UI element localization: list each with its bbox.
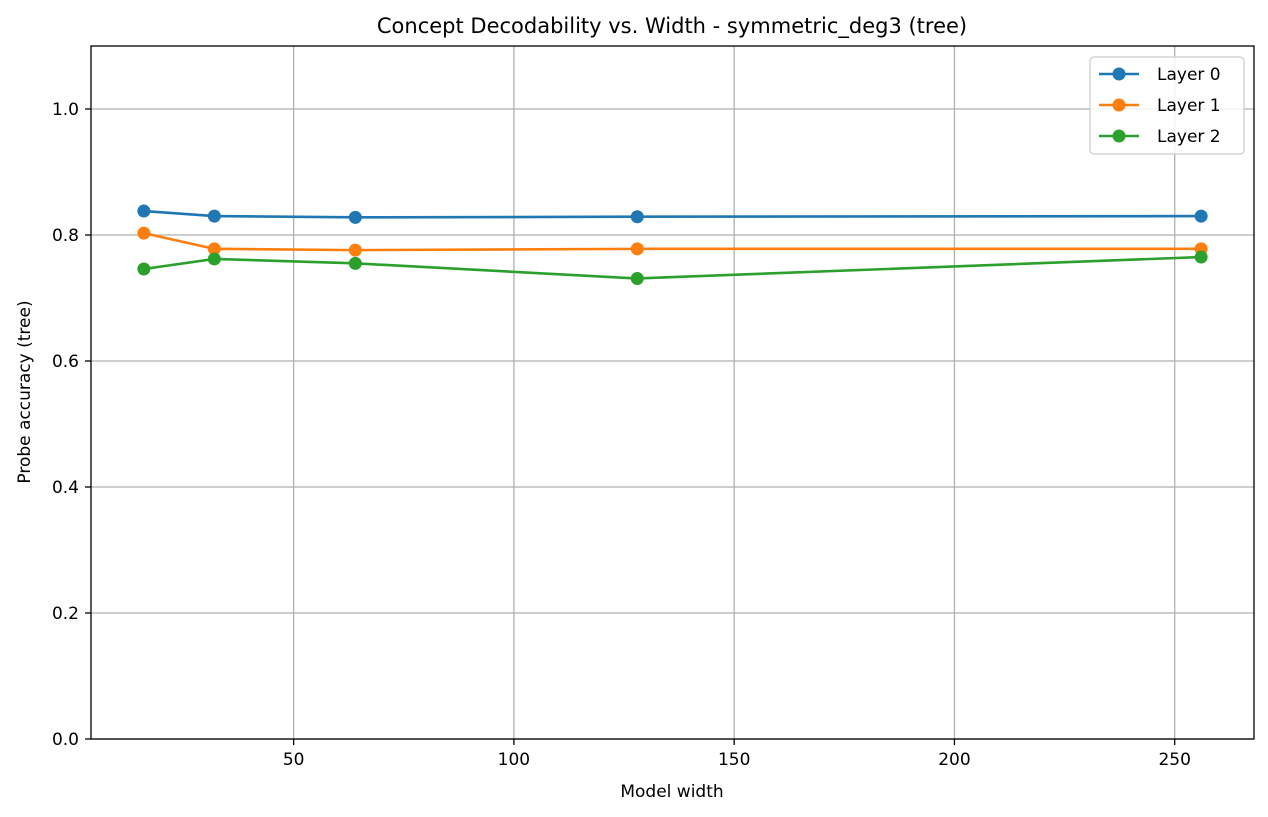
- x-tick-label: 100: [498, 750, 530, 770]
- x-axis-ticks: 50 100 150 200 250: [283, 739, 1191, 770]
- legend-label: Layer 1: [1157, 96, 1221, 116]
- data-point: [137, 204, 151, 218]
- y-tick-label: 0.4: [52, 478, 79, 498]
- data-point: [348, 210, 362, 224]
- legend-marker: [1112, 98, 1126, 112]
- series-layer: [137, 204, 1208, 285]
- data-point: [207, 242, 221, 256]
- x-tick-label: 200: [938, 750, 970, 770]
- series-layer-0: [137, 204, 1208, 224]
- data-point: [137, 226, 151, 240]
- legend-marker: [1112, 129, 1126, 143]
- legend-item: Layer 0: [1099, 65, 1221, 85]
- plot-frame: [90, 45, 1255, 740]
- y-axis-label: Probe accuracy (tree): [15, 300, 35, 483]
- x-tick-label: 50: [283, 750, 305, 770]
- series-layer-1: [137, 226, 1208, 257]
- x-axis-label: Model width: [620, 782, 723, 802]
- y-tick-label: 1.0: [52, 100, 79, 120]
- series-line: [143, 255, 1202, 280]
- data-point: [1194, 209, 1208, 223]
- y-tick-label: 0.0: [52, 730, 79, 750]
- legend-marker: [1112, 67, 1126, 81]
- grid-lines: [91, 46, 1254, 740]
- data-point: [348, 243, 362, 257]
- series-line: [143, 231, 1202, 252]
- legend-item: Layer 1: [1099, 96, 1221, 116]
- data-point: [630, 271, 644, 285]
- y-tick-label: 0.8: [52, 226, 79, 246]
- legend-box: [1089, 56, 1245, 155]
- chart-title: Concept Decodability vs. Width - symmetr…: [377, 14, 967, 39]
- y-axis-ticks: 0.0 0.2 0.4 0.6 0.8 1.0: [52, 100, 91, 750]
- series-line: [143, 209, 1202, 219]
- data-point: [348, 256, 362, 270]
- legend-label: Layer 0: [1157, 65, 1221, 85]
- data-point: [207, 252, 221, 266]
- x-tick-label: 150: [718, 750, 750, 770]
- series-layer-2: [137, 250, 1208, 285]
- y-tick-label: 0.6: [52, 352, 79, 372]
- data-point: [630, 242, 644, 256]
- legend-item: Layer 2: [1099, 127, 1221, 147]
- data-point: [207, 209, 221, 223]
- data-point: [1194, 250, 1208, 264]
- legend: Layer 0 Layer 1 Layer 2: [1089, 56, 1245, 155]
- data-point: [630, 210, 644, 224]
- x-tick-label: 250: [1158, 750, 1190, 770]
- legend-label: Layer 2: [1157, 127, 1221, 147]
- y-tick-label: 0.2: [52, 604, 79, 624]
- data-point: [137, 262, 151, 276]
